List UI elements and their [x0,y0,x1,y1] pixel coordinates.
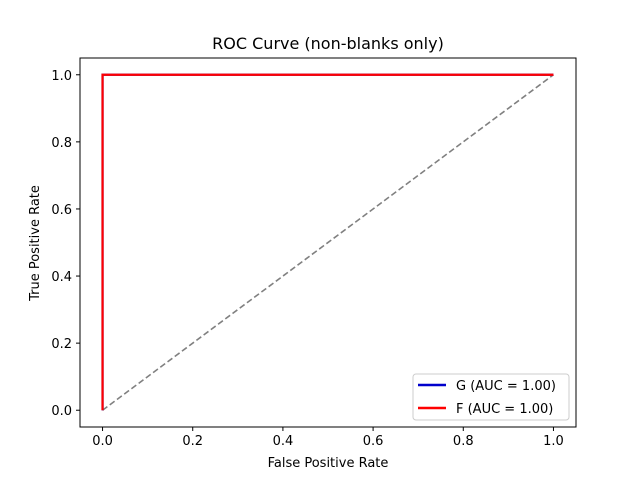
x-tick-label: 0.4 [273,434,294,449]
legend-box [412,373,570,421]
y-tick-label: 0.6 [51,203,72,218]
x-tick-label: 0.8 [453,434,474,449]
plot-frame [79,57,577,428]
y-tick-label: 0.8 [51,136,72,151]
x-tick-label: 0.6 [363,434,384,449]
y-axis-ticks: 0.0 0.2 0.4 0.6 0.8 1.0 [51,69,80,419]
y-tick-label: 1.0 [51,69,72,84]
x-tick-label: 1.0 [543,434,564,449]
y-axis-label: True Positive Rate [28,185,43,302]
x-axis-ticks: 0.0 0.2 0.4 0.6 0.8 1.0 [92,427,564,449]
plot-area [79,57,577,428]
legend-label-f: F (AUC = 1.00) [456,402,553,417]
x-axis-label: False Positive Rate [268,456,389,471]
reference-diagonal-line [102,74,554,411]
legend-label-g: G (AUC = 1.00) [456,379,556,394]
x-tick-label: 0.2 [182,434,203,449]
y-tick-label: 0.0 [51,404,72,419]
series-layer [101,73,554,411]
series-line-f [101,73,554,411]
chart-title: ROC Curve (non-blanks only) [212,34,444,53]
x-tick-label: 0.0 [92,434,113,449]
legend: G (AUC = 1.00) F (AUC = 1.00) [412,373,570,421]
reference-layer [102,74,554,411]
y-tick-label: 0.2 [51,337,72,352]
y-tick-label: 0.4 [51,270,72,285]
